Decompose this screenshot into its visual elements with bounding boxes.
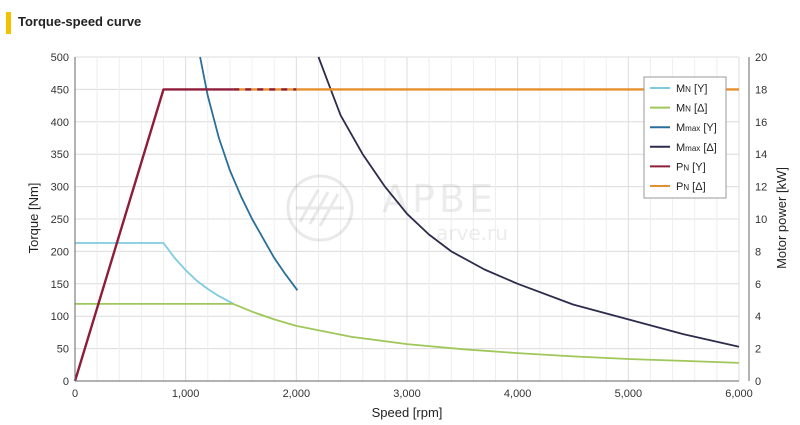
legend-entry: PN [Δ] xyxy=(676,181,706,193)
watermark-logo-ring xyxy=(286,174,354,242)
title-accent-bar xyxy=(6,12,11,34)
x-tick-label: 5,000 xyxy=(615,388,643,400)
x-tick-label: 6,000 xyxy=(725,388,753,400)
y2-tick-label: 8 xyxy=(755,246,761,258)
series-line-mn-y xyxy=(75,242,234,305)
watermark-site: arve.ru xyxy=(436,221,508,245)
x-tick-label: 3,000 xyxy=(393,388,421,400)
y-tick-label: 400 xyxy=(51,117,69,129)
axes: 0501001502002503003504004505000246810121… xyxy=(51,52,768,400)
y2-tick-label: 4 xyxy=(755,311,761,323)
x-tick-label: 2,000 xyxy=(283,388,311,400)
y2-tick-label: 20 xyxy=(755,52,767,64)
legend-entry: PN [Y] xyxy=(676,161,706,173)
y-axis-label: Torque [Nm] xyxy=(26,183,41,254)
series-line-pn-y xyxy=(73,88,234,382)
y-tick-label: 450 xyxy=(51,84,69,96)
x-tick-label: 0 xyxy=(72,388,78,400)
y-tick-label: 250 xyxy=(51,214,69,226)
watermark-logo-mark xyxy=(296,189,344,227)
y2-tick-label: 18 xyxy=(755,84,767,96)
legend-box xyxy=(643,76,727,199)
legend-entry: MN [Δ] xyxy=(676,103,707,115)
y2-tick-label: 16 xyxy=(755,117,767,129)
y2-tick-label: 14 xyxy=(755,149,767,161)
watermark-brand: APBE xyxy=(382,177,497,221)
y2-axis-label: Motor power [kW] xyxy=(774,167,789,269)
legend: MN [Y] MN [Δ] Mmax [Y] Mmax [Δ] PN [Y] PN [Δ] xyxy=(643,76,727,199)
y-tick-label: 500 xyxy=(51,52,69,64)
y2-tick-label: 10 xyxy=(755,214,767,226)
series-line-mn xyxy=(75,302,740,364)
y-tick-label: 300 xyxy=(51,182,69,194)
y2-tick-label: 12 xyxy=(755,182,767,194)
x-axis-label: Speed [rpm] xyxy=(372,405,443,420)
y-tick-label: 0 xyxy=(63,376,69,388)
y-tick-label: 50 xyxy=(57,344,69,356)
chart-title: Torque-speed curve xyxy=(18,14,142,29)
legend-entry: Mmax [Y] xyxy=(676,122,717,134)
x-tick-label: 1,000 xyxy=(172,388,200,400)
y2-tick-label: 0 xyxy=(755,376,761,388)
y2-tick-label: 2 xyxy=(755,344,761,356)
y-tick-label: 150 xyxy=(51,279,69,291)
x-tick-label: 4,000 xyxy=(504,388,532,400)
y-tick-label: 100 xyxy=(51,311,69,323)
y-tick-label: 350 xyxy=(51,149,69,161)
watermark: APBE arve.ru xyxy=(286,174,508,245)
y-tick-label: 200 xyxy=(51,246,69,258)
series-layer xyxy=(73,56,740,382)
y2-tick-label: 6 xyxy=(755,279,761,291)
legend-entry: Mmax [Δ] xyxy=(676,142,717,154)
legend-entry: MN [Y] xyxy=(676,83,707,95)
series-line-mmax-y xyxy=(199,56,299,291)
series-line-mmax xyxy=(317,56,740,348)
